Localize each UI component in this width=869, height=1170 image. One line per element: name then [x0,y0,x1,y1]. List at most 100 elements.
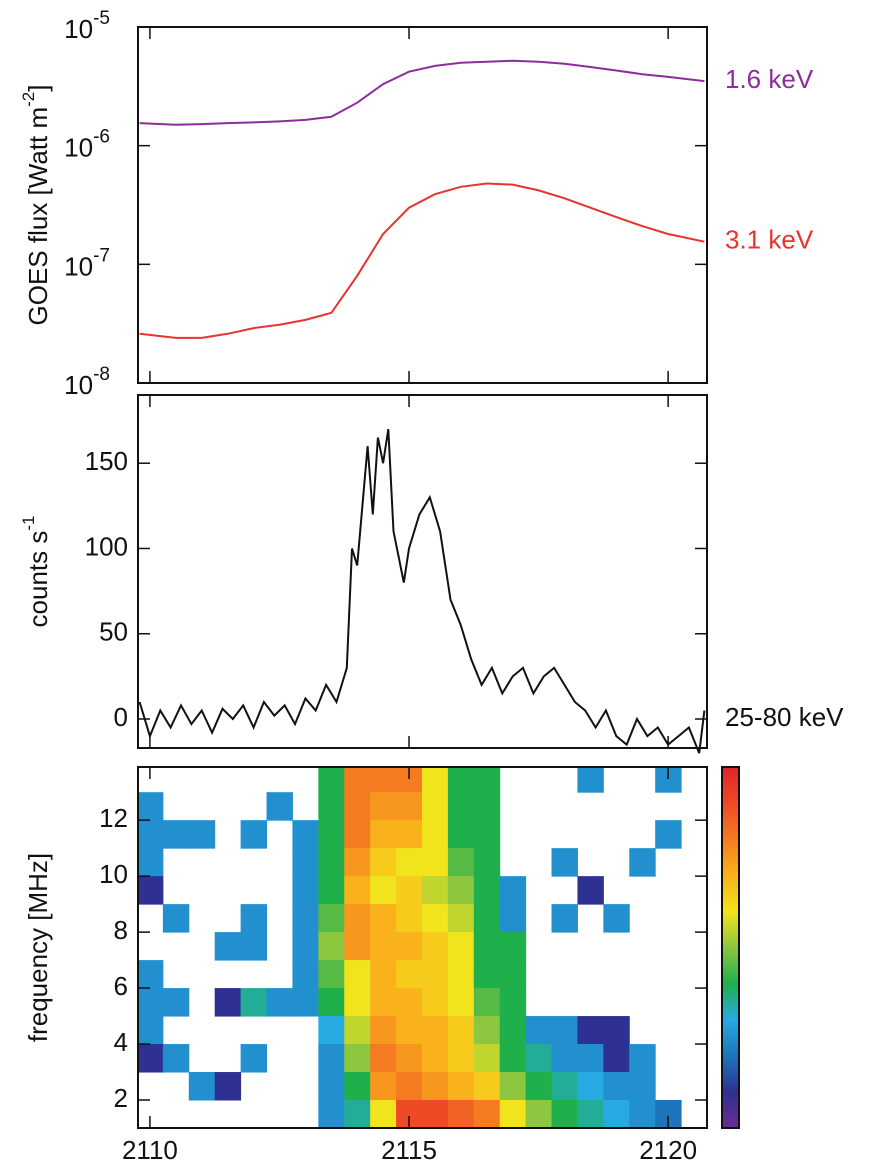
heat-cell [396,1016,423,1045]
series-line [139,182,705,339]
heat-cell [396,904,423,933]
colorbar [721,766,740,1129]
y-label-part: ] [23,85,53,92]
heat-cell [370,876,397,905]
heat-cell [525,1044,553,1073]
heat-cell [370,904,397,933]
heat-cell [318,988,345,1017]
heat-cell [447,876,475,905]
heat-cell [318,904,345,933]
heat-cell [421,1100,449,1128]
heat-cell [138,1016,164,1045]
y-tick-label: 10 [99,859,128,889]
heat-cell [473,960,501,989]
y-tick-label: 50 [99,617,128,647]
heat-cell [655,820,682,849]
heat-cell [318,767,345,793]
heat-cell [396,1044,423,1073]
heat-cell [447,1072,475,1101]
heat-cell [447,1016,475,1045]
heat-cell [188,820,216,849]
heat-cell [447,904,475,933]
heat-cell [473,1100,501,1128]
heat-cell [240,932,268,961]
heat-cell [421,904,449,933]
heat-cell [473,1016,501,1045]
y-tick-label: 4 [114,1027,128,1057]
heat-cell [525,1016,553,1045]
heat-cell [473,876,501,905]
heat-cell [318,876,345,905]
heat-cell [603,1100,630,1128]
heat-cell [266,988,293,1017]
heat-cell [396,960,423,989]
heatmap [138,767,682,1128]
heat-cell [499,960,527,989]
heat-cell [138,1044,164,1073]
heat-cell [292,876,319,905]
heat-cell [370,1016,397,1045]
heat-cell [318,820,345,849]
heat-cell [629,1072,656,1101]
y-label-part: counts s [23,531,53,628]
heat-cell [577,1072,604,1101]
heat-cell [447,1100,475,1128]
heat-cell [318,1072,345,1101]
heat-cell [499,1016,527,1045]
plot-frame [137,26,708,384]
heat-cell [473,767,501,793]
heat-cell [370,960,397,989]
heat-cell [370,988,397,1017]
heat-cell [344,876,371,905]
y-tick-label: 10-6 [64,127,110,163]
tick-base: 10 [64,370,93,400]
heat-cell [344,932,371,961]
heat-cell [473,988,501,1017]
x-tick-label: 2120 [639,1135,697,1165]
series-label: 1.6 keV [725,64,814,94]
heat-cell [138,876,164,905]
heat-cell [240,1044,268,1073]
heat-cell [138,848,164,877]
y-axis-label: counts s-1 [19,516,52,628]
heat-cell [551,1016,578,1045]
heat-cell [421,1044,449,1073]
heat-cell [344,1100,371,1128]
heat-cell [421,767,449,793]
heat-cell [473,848,501,877]
heat-cell [499,1044,527,1073]
heat-cell [162,820,190,849]
heat-cell [318,1100,345,1128]
plot-frame [137,394,708,749]
heat-cell [396,988,423,1017]
heat-cell [370,1100,397,1128]
heat-cell [421,1072,449,1101]
heat-cell [447,1044,475,1073]
heat-cell [318,792,345,821]
y-tick-label: 8 [114,915,128,945]
heat-cell [447,848,475,877]
heat-cell [447,932,475,961]
heat-cell [421,876,449,905]
heat-cell [421,792,449,821]
heat-cell [447,767,475,793]
y-label-part: -2 [19,92,38,107]
heat-cell [240,820,268,849]
heat-cell [577,1016,604,1045]
heat-cell [162,904,190,933]
heat-cell [138,820,164,849]
heat-cell [447,960,475,989]
heat-cell [551,1072,578,1101]
heat-cell [473,1072,501,1101]
y-tick-label: 6 [114,971,128,1001]
y-tick-label: 12 [99,803,128,833]
heat-cell [525,1072,553,1101]
heat-cell [370,1072,397,1101]
tick-exponent: -6 [93,127,110,148]
heat-cell [370,820,397,849]
heat-cell [499,904,527,933]
y-axis-label: GOES flux [Watt m-2] [19,85,52,326]
heat-cell [473,904,501,933]
heat-cell [396,792,423,821]
heat-cell [603,1072,630,1101]
